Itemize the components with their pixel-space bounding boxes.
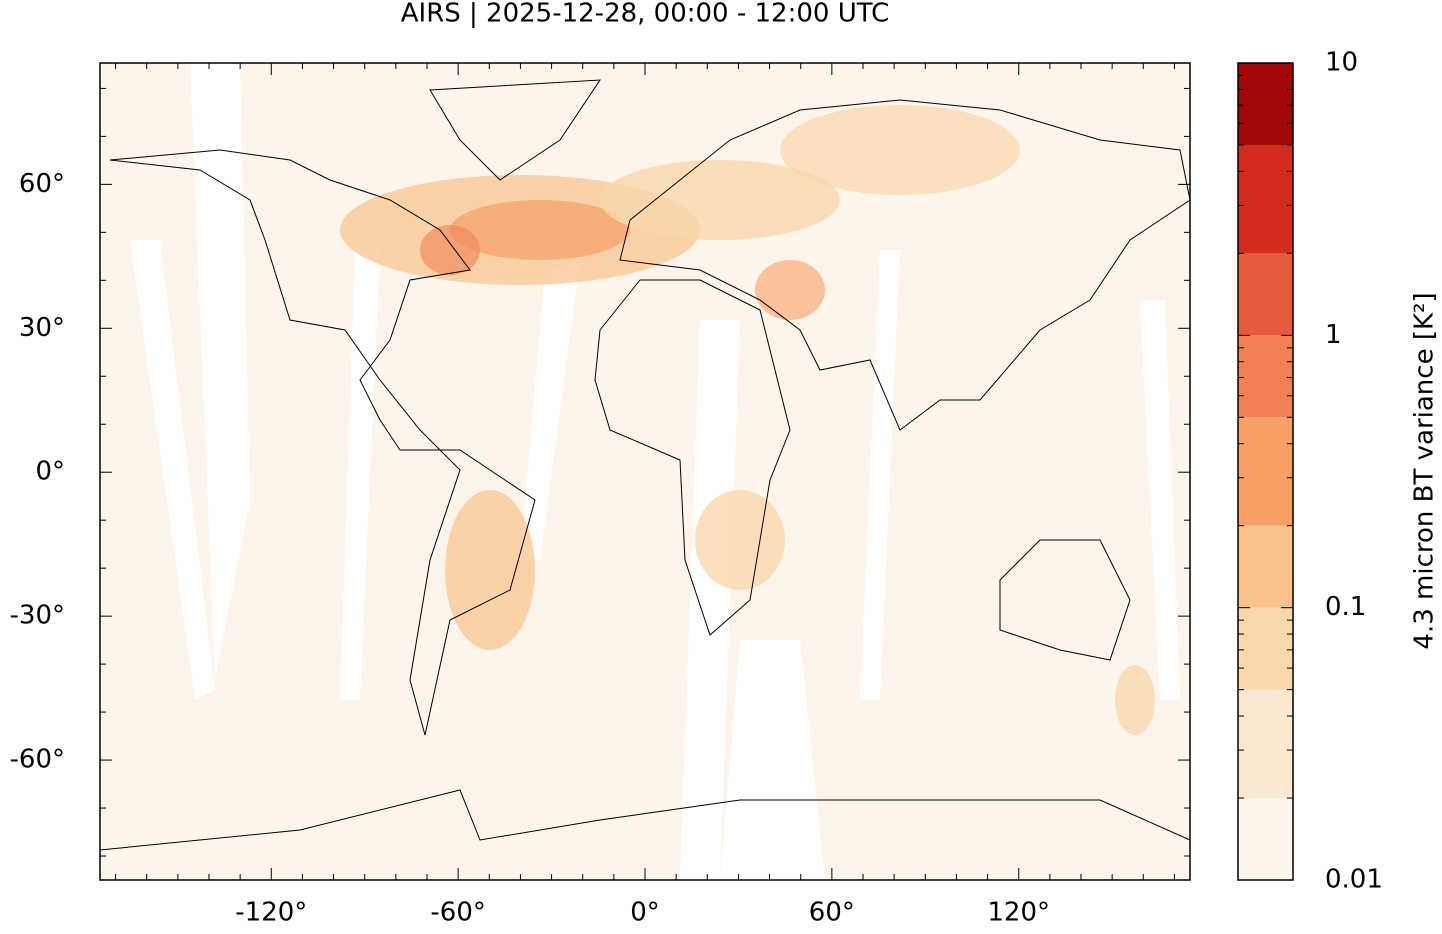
x-tick-label: 120° bbox=[987, 898, 1050, 928]
coast-africa bbox=[594, 279, 791, 636]
swath-gap bbox=[860, 250, 900, 700]
colorbar-level bbox=[1238, 253, 1293, 336]
colorbar-level bbox=[1238, 525, 1293, 608]
x-tick-label: 0° bbox=[630, 898, 660, 928]
swath-gap bbox=[130, 240, 215, 700]
variance-area bbox=[755, 260, 825, 320]
colorbar-level bbox=[1238, 144, 1293, 254]
colorbar-tick-label: 0.01 bbox=[1325, 865, 1383, 895]
swath-gap bbox=[680, 320, 740, 880]
colorbar-tick-label: 1 bbox=[1325, 320, 1342, 350]
coastlines bbox=[99, 79, 1191, 851]
coast-eurasia bbox=[619, 99, 1191, 431]
colorbar-tick-label: 10 bbox=[1325, 48, 1358, 78]
coast-australia bbox=[999, 539, 1131, 661]
swath-gap bbox=[340, 250, 380, 700]
colorbar-level bbox=[1238, 417, 1293, 526]
colorbar-level bbox=[1238, 335, 1293, 418]
coast-antarctica bbox=[99, 789, 1191, 851]
variance-area bbox=[780, 105, 1020, 195]
colorbar-level bbox=[1238, 607, 1293, 690]
x-tick-label: 60° bbox=[809, 898, 855, 928]
colorbar-level bbox=[1238, 798, 1293, 880]
colorbar-frame bbox=[1237, 62, 1294, 881]
x-tick-label: -120° bbox=[235, 898, 307, 928]
colorbar-label: 4.3 micron BT variance [K²] bbox=[1410, 292, 1440, 649]
coast-americas bbox=[109, 149, 536, 736]
y-tick-label: 30° bbox=[19, 313, 65, 343]
variance-area bbox=[445, 490, 535, 650]
swath-gap bbox=[1140, 300, 1180, 700]
coast-greenland bbox=[429, 79, 601, 181]
colorbar-level bbox=[1238, 63, 1293, 145]
variance-area bbox=[420, 225, 480, 275]
x-tick-label: -60° bbox=[430, 898, 485, 928]
y-tick-label: 0° bbox=[35, 457, 65, 487]
map-field bbox=[100, 63, 1190, 880]
colorbar-level bbox=[1238, 689, 1293, 799]
y-tick-label: 60° bbox=[19, 169, 65, 199]
variance-area bbox=[600, 160, 840, 240]
variance-area bbox=[450, 200, 630, 260]
variance-area bbox=[695, 490, 785, 590]
swath-gap bbox=[520, 260, 580, 560]
swath-gap bbox=[720, 640, 825, 880]
swath-gap bbox=[190, 63, 250, 680]
variance-area bbox=[1115, 665, 1155, 735]
y-tick-label: -60° bbox=[10, 745, 65, 775]
y-tick-label: -30° bbox=[10, 601, 65, 631]
colorbar-tick-label: 0.1 bbox=[1325, 592, 1366, 622]
chart-title: AIRS | 2025-12-28, 00:00 - 12:00 UTC bbox=[401, 0, 890, 29]
